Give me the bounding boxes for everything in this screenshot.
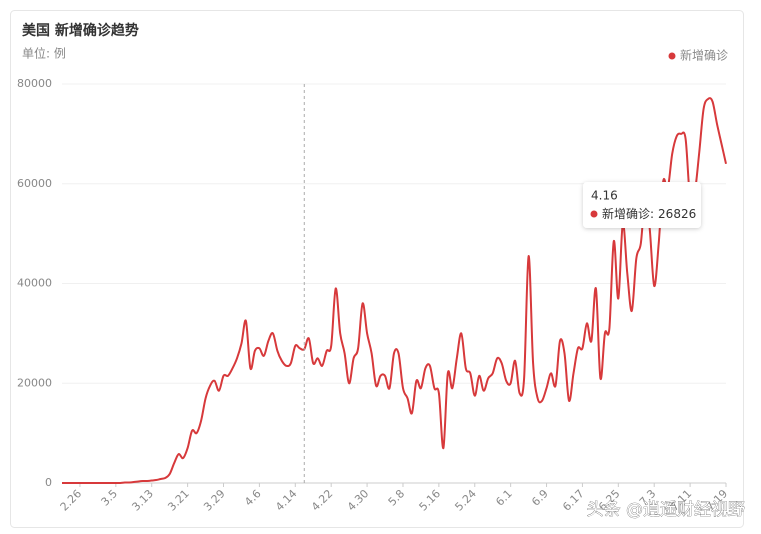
y-tick-label: 80000 xyxy=(17,77,52,90)
y-tick-label: 20000 xyxy=(17,376,52,389)
y-tick-label: 60000 xyxy=(17,177,52,190)
tooltip-value: 26826 xyxy=(658,207,696,221)
tooltip-swatch xyxy=(590,210,598,218)
watermark: 头条 @逍遥财经视野 xyxy=(587,500,745,520)
legend-swatch xyxy=(668,52,676,60)
tooltip-label: 新增确诊: xyxy=(602,206,654,221)
y-tick-label: 0 xyxy=(45,476,52,489)
tooltip-box xyxy=(583,182,701,228)
legend-label: 新增确诊 xyxy=(680,48,728,63)
y-tick-label: 40000 xyxy=(17,277,52,290)
card xyxy=(10,10,744,528)
chart-title: 美国 新增确诊趋势 xyxy=(22,22,139,39)
series-line xyxy=(61,97,727,485)
tooltip-title: 4.16 xyxy=(591,189,618,203)
chart-subtitle: 单位: 例 xyxy=(22,46,66,61)
tooltip-text: 新增确诊: 26826 xyxy=(602,206,696,221)
